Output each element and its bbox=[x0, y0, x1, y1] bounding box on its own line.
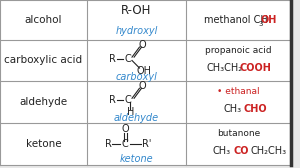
Text: R': R' bbox=[142, 139, 152, 149]
Text: aldehyde: aldehyde bbox=[114, 113, 159, 123]
Text: methanol CH: methanol CH bbox=[204, 15, 267, 25]
Text: C: C bbox=[124, 54, 131, 64]
Text: propanoic acid: propanoic acid bbox=[205, 46, 272, 55]
Text: 3: 3 bbox=[258, 21, 262, 27]
Text: CH₃: CH₃ bbox=[213, 146, 231, 156]
Text: CH₃: CH₃ bbox=[224, 104, 242, 114]
Text: hydroxyl: hydroxyl bbox=[115, 26, 158, 36]
Text: H: H bbox=[127, 107, 134, 117]
Text: R: R bbox=[105, 139, 111, 149]
Text: OH: OH bbox=[136, 66, 152, 76]
Text: CHO: CHO bbox=[243, 104, 267, 114]
Text: aldehyde: aldehyde bbox=[20, 97, 68, 107]
Text: O: O bbox=[139, 81, 146, 91]
Text: CH₂CH₃: CH₂CH₃ bbox=[250, 146, 286, 156]
Text: C: C bbox=[121, 139, 128, 149]
Text: butanone: butanone bbox=[217, 129, 260, 138]
Text: OH: OH bbox=[261, 15, 278, 25]
Text: carboxyl: carboxyl bbox=[116, 72, 158, 82]
Text: CO: CO bbox=[234, 146, 249, 156]
Text: O: O bbox=[122, 124, 130, 134]
Text: CH₃CH₂: CH₃CH₂ bbox=[207, 63, 243, 73]
Text: R: R bbox=[109, 95, 116, 105]
Text: O: O bbox=[139, 39, 146, 50]
Text: R-OH: R-OH bbox=[121, 4, 152, 17]
Text: alcohol: alcohol bbox=[25, 15, 62, 25]
Text: ketone: ketone bbox=[26, 139, 61, 149]
Text: C: C bbox=[124, 95, 131, 105]
Text: • ethanal: • ethanal bbox=[217, 87, 260, 96]
Text: COOH: COOH bbox=[240, 63, 272, 73]
Text: ketone: ketone bbox=[120, 154, 153, 164]
Text: carboxylic acid: carboxylic acid bbox=[4, 55, 82, 66]
Text: R: R bbox=[109, 54, 116, 64]
